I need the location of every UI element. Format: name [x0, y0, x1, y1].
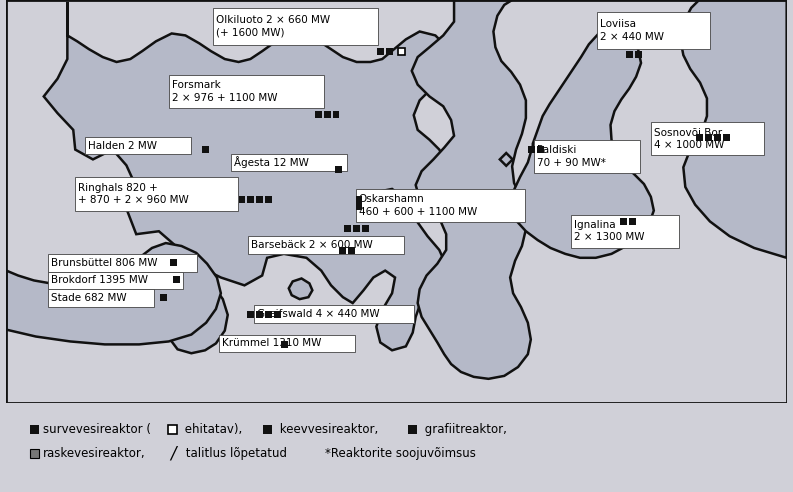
FancyBboxPatch shape	[48, 254, 197, 272]
Bar	[629, 218, 636, 225]
Text: Greifswald 4 × 440 MW: Greifswald 4 × 440 MW	[257, 309, 380, 319]
Text: Stade 682 MW: Stade 682 MW	[51, 293, 126, 303]
Polygon shape	[511, 28, 653, 258]
Bar	[263, 425, 272, 434]
Text: Loviisa
2 × 440 MW: Loviisa 2 × 440 MW	[600, 19, 664, 42]
Bar	[348, 247, 354, 254]
Bar	[705, 134, 712, 141]
Bar	[635, 51, 642, 58]
Bar	[344, 225, 351, 232]
Text: ehitatav),: ehitatav),	[181, 423, 242, 436]
FancyBboxPatch shape	[597, 12, 710, 49]
Bar	[239, 196, 246, 203]
Bar	[256, 196, 263, 203]
FancyBboxPatch shape	[356, 189, 525, 222]
Bar	[324, 111, 331, 118]
Bar	[256, 311, 263, 318]
Bar	[386, 48, 393, 55]
Polygon shape	[6, 243, 221, 344]
Bar	[356, 196, 362, 210]
Bar	[714, 134, 721, 141]
Polygon shape	[412, 0, 531, 379]
Polygon shape	[680, 0, 787, 258]
FancyBboxPatch shape	[255, 305, 414, 323]
Text: Olkiluoto 2 × 660 MW
(+ 1600 MW): Olkiluoto 2 × 660 MW (+ 1600 MW)	[216, 15, 330, 38]
Bar	[537, 146, 544, 153]
Text: Ågesta 12 MW: Ågesta 12 MW	[234, 156, 308, 168]
Bar	[362, 225, 369, 232]
Bar	[274, 311, 281, 318]
Bar	[170, 259, 177, 266]
Text: *Reaktorite soojuvõimsus: *Reaktorite soojuvõimsus	[325, 447, 476, 460]
Bar	[620, 218, 627, 225]
FancyBboxPatch shape	[534, 140, 640, 173]
Bar	[247, 311, 255, 318]
Bar	[160, 294, 167, 301]
Bar	[265, 311, 272, 318]
Bar	[339, 247, 346, 254]
Text: Sosnovõi Bor
4 × 1000 MW: Sosnovõi Bor 4 × 1000 MW	[653, 127, 724, 150]
Text: Brunsbüttel 806 MW: Brunsbüttel 806 MW	[51, 258, 157, 268]
Text: survevesireaktor (: survevesireaktor (	[43, 423, 151, 436]
Bar	[377, 48, 384, 55]
FancyBboxPatch shape	[213, 8, 378, 45]
Bar	[696, 134, 703, 141]
Bar	[722, 134, 730, 141]
Polygon shape	[44, 2, 451, 350]
FancyBboxPatch shape	[651, 122, 764, 155]
Text: Ringhals 820 +
+ 870 + 2 × 960 MW: Ringhals 820 + + 870 + 2 × 960 MW	[79, 183, 189, 205]
Bar	[408, 425, 417, 434]
Text: Forsmark
2 × 976 + 1100 MW: Forsmark 2 × 976 + 1100 MW	[171, 80, 278, 103]
Bar	[168, 425, 177, 434]
FancyBboxPatch shape	[231, 154, 347, 171]
Bar	[332, 111, 339, 118]
Bar	[282, 341, 289, 348]
Text: Paldiski
70 + 90 MW*: Paldiski 70 + 90 MW*	[537, 145, 606, 168]
FancyBboxPatch shape	[75, 177, 238, 211]
FancyBboxPatch shape	[48, 272, 183, 289]
Text: grafiitreaktor,: grafiitreaktor,	[421, 423, 507, 436]
Bar	[173, 276, 180, 283]
Bar	[335, 166, 343, 173]
Text: Brokdorf 1395 MW: Brokdorf 1395 MW	[51, 276, 147, 285]
Bar	[353, 225, 360, 232]
Polygon shape	[289, 278, 312, 299]
FancyBboxPatch shape	[48, 289, 154, 307]
Bar	[528, 146, 534, 153]
Bar	[265, 196, 272, 203]
Bar	[398, 48, 405, 55]
Bar	[626, 51, 633, 58]
Text: /: /	[170, 445, 175, 463]
Text: keevvesireaktor,: keevvesireaktor,	[276, 423, 378, 436]
Text: Ignalina
2 × 1300 MW: Ignalina 2 × 1300 MW	[574, 220, 645, 243]
Bar	[201, 146, 209, 153]
FancyBboxPatch shape	[248, 236, 404, 254]
Bar	[247, 196, 255, 203]
FancyBboxPatch shape	[169, 75, 324, 108]
Text: Barsebäck 2 × 600 MW: Barsebäck 2 × 600 MW	[251, 240, 374, 250]
Polygon shape	[377, 189, 402, 215]
Bar	[30, 425, 39, 434]
Bar	[315, 111, 322, 118]
Text: raskevesireaktor,: raskevesireaktor,	[43, 447, 146, 460]
Text: Krümmel 1310 MW: Krümmel 1310 MW	[222, 338, 321, 348]
FancyBboxPatch shape	[85, 137, 191, 154]
Text: Oskarshamn
460 + 600 + 1100 MW: Oskarshamn 460 + 600 + 1100 MW	[358, 194, 477, 217]
Text: Halden 2 MW: Halden 2 MW	[88, 141, 157, 151]
Bar	[30, 449, 39, 458]
Polygon shape	[166, 274, 228, 353]
Text: talitlus lõpetatud: talitlus lõpetatud	[182, 447, 287, 460]
FancyBboxPatch shape	[571, 215, 680, 248]
FancyBboxPatch shape	[219, 335, 354, 352]
